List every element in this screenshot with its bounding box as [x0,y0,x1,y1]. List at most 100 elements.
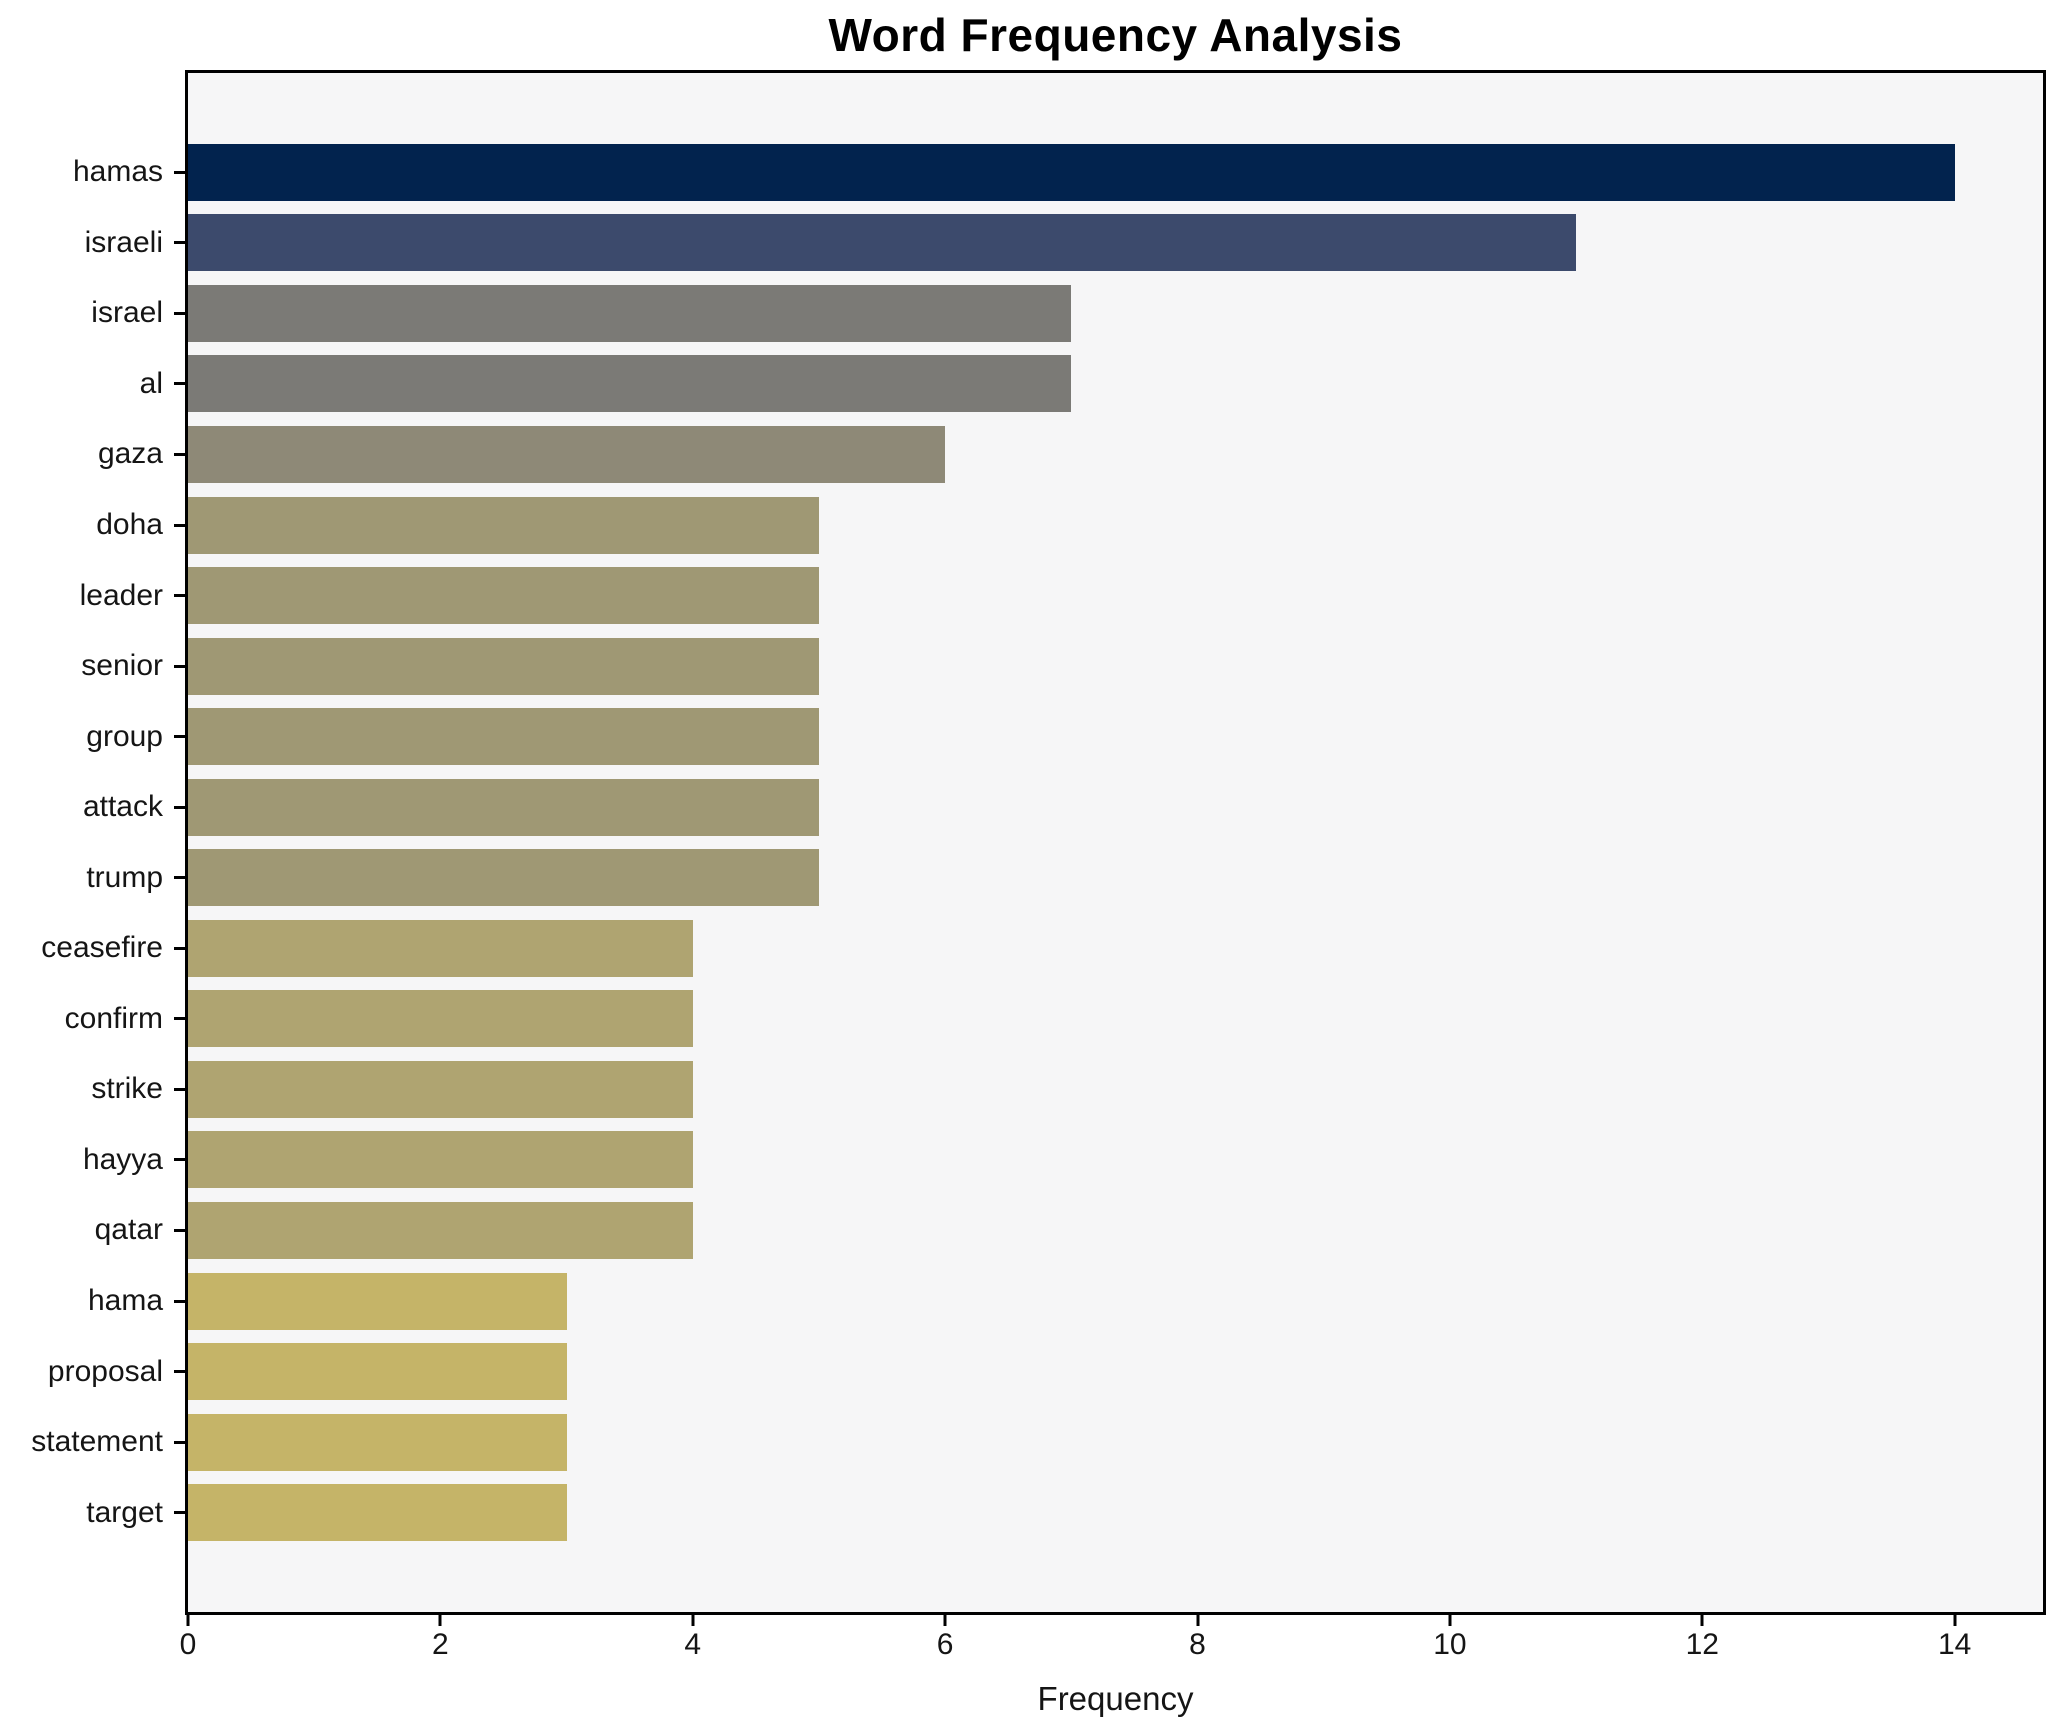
y-axis-tick-label: senior [81,649,163,683]
x-axis-label: Frequency [1037,1680,1194,1717]
y-axis-tick-label: proposal [47,1354,163,1388]
frequency-bar [188,637,819,695]
y-axis-tick-mark [174,876,185,880]
frequency-bar [188,1272,567,1330]
chart-title: Word Frequency Analysis [828,9,1403,61]
frequency-bar [188,355,1072,413]
y-axis-tick-label: group [86,719,163,753]
frequency-bar [188,1201,693,1259]
bar-row: leader [80,560,2043,631]
frequency-bar [188,849,819,907]
frequency-bar [188,567,819,625]
bar-row: confirm [65,984,2043,1055]
y-axis-tick-mark [174,1440,185,1444]
y-axis-tick-label: al [139,366,163,400]
y-axis-tick-mark [174,1087,185,1091]
frequency-bar [188,1060,693,1118]
y-axis-tick-label: hama [87,1284,163,1318]
x-axis-tick-label: 2 [432,1628,449,1661]
frequency-bar [188,708,819,766]
frequency-bar [188,990,693,1048]
y-axis-tick-label: strike [91,1072,163,1106]
x-axis-tick-label: 14 [1937,1628,1972,1661]
y-axis-tick-mark [174,452,185,456]
x-axis-tick-mark [1953,1615,1957,1626]
frequency-bar [188,425,946,483]
y-axis-tick-mark [174,735,185,739]
bar-row: proposal [48,1336,2043,1407]
y-axis-tick-label: trump [86,860,163,894]
frequency-bar [188,1343,567,1401]
y-axis-tick-label: hayya [82,1142,163,1176]
x-axis-tick-label: 0 [179,1628,197,1661]
y-axis-tick-label: qatar [94,1213,163,1247]
frequency-bar [188,919,693,977]
bar-row: israeli [85,208,2043,279]
y-axis-tick-label: hamas [72,155,163,189]
bar-row: gaza [98,419,2043,490]
y-axis-tick-mark [174,1370,185,1374]
y-axis-tick-mark [174,523,185,527]
y-axis-tick-label: confirm [64,1001,163,1035]
plot-area: hamas israeli israel al gaza doha leader senior… [31,70,2046,1660]
x-axis-tick-label: 6 [936,1628,954,1661]
bar-row: al [140,349,2043,420]
x-axis-tick-mark [691,1615,695,1626]
frequency-bar [188,143,1955,201]
y-axis-tick-mark [174,805,185,809]
bar-row: ceasefire [41,913,2043,984]
x-axis-tick-mark [186,1615,190,1626]
bar-row: hama [88,1266,2043,1337]
y-axis-tick-label: attack [82,790,163,824]
bar-row: statement [31,1407,2043,1478]
y-axis-tick-label: statement [31,1425,163,1459]
x-axis-tick-mark [1196,1615,1200,1626]
y-axis-tick-mark [174,170,185,174]
y-axis-tick-mark [174,311,185,315]
frequency-bar [188,778,819,836]
y-axis-tick-mark [174,1158,185,1162]
frequency-bar [188,1131,693,1189]
x-axis-tick-mark [438,1615,442,1626]
bar-row: target [86,1477,2043,1548]
x-axis-tick-label: 4 [684,1628,702,1661]
x-axis-ticks: 0 2 4 6 8 10 12 14 [180,73,2043,1660]
x-axis-tick-mark [1700,1615,1704,1626]
bar-row: strike [91,1054,2043,1125]
y-axis-tick-mark [174,1017,185,1021]
bar-row: group [86,701,2043,772]
y-axis-tick-label: leader [79,578,163,612]
y-axis-tick-label: ceasefire [41,931,163,965]
y-axis-tick-label: israeli [84,225,163,259]
bar-row: trump [86,842,2043,913]
frequency-bar [188,284,1072,342]
y-axis-tick-label: target [86,1495,163,1529]
y-axis-tick-mark [174,664,185,668]
bar-row: attack [83,772,2043,843]
y-axis-tick-mark [174,241,185,245]
y-axis-tick-mark [174,946,185,950]
x-axis-tick-label: 10 [1433,1628,1467,1661]
y-axis-tick-label: israel [91,296,163,330]
bar-row: israel [91,278,2043,349]
bars-container: hamas israeli israel al gaza doha leader senior… [31,73,2043,1612]
x-axis-tick-label: 12 [1685,1628,1719,1661]
frequency-bar [188,1484,567,1542]
y-axis-tick-label: doha [96,508,163,541]
bar-row: hayya [83,1125,2043,1196]
frequency-bar [188,1413,567,1471]
y-axis-tick-mark [174,1228,185,1232]
bar-row: senior [81,631,2043,702]
frequency-bar [188,214,1577,272]
y-axis-tick-mark [174,382,185,386]
y-axis-tick-mark [174,1299,185,1303]
y-axis-tick-mark [174,1511,185,1515]
bar-row: qatar [95,1195,2043,1266]
frequency-bar [188,496,819,554]
x-axis-tick-label: 8 [1189,1628,1206,1661]
y-axis-tick-mark [174,594,185,598]
bar-row: hamas [73,137,2043,208]
bar-row: doha [96,490,2043,561]
y-axis-tick-label: gaza [97,437,163,471]
